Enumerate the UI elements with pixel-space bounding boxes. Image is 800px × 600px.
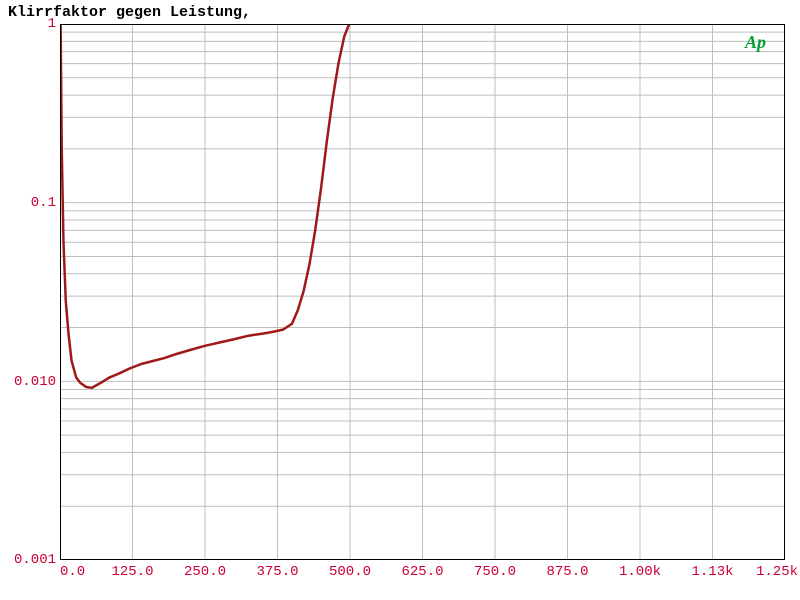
y-tick-label: 0.1 xyxy=(31,195,56,211)
y-tick-label: 1 xyxy=(48,16,56,32)
x-tick-label: 500.0 xyxy=(329,564,371,580)
chart-container: Klirrfaktor gegen Leistung, Ap 0.0010.01… xyxy=(0,0,800,600)
plot-area xyxy=(60,24,785,560)
y-tick-label: 0.010 xyxy=(14,374,56,390)
x-tick-label: 1.13k xyxy=(692,564,734,580)
x-tick-label: 125.0 xyxy=(112,564,154,580)
x-tick-label: 875.0 xyxy=(547,564,589,580)
x-tick-label: 1.25k xyxy=(756,564,798,580)
x-tick-label: 250.0 xyxy=(184,564,226,580)
x-tick-label: 0.0 xyxy=(60,564,85,580)
y-tick-label: 0.001 xyxy=(14,552,56,568)
x-tick-label: 375.0 xyxy=(257,564,299,580)
watermark-label: Ap xyxy=(745,32,766,53)
x-tick-label: 1.00k xyxy=(619,564,661,580)
chart-title: Klirrfaktor gegen Leistung, xyxy=(8,4,251,21)
x-tick-label: 750.0 xyxy=(474,564,516,580)
x-tick-label: 625.0 xyxy=(402,564,444,580)
